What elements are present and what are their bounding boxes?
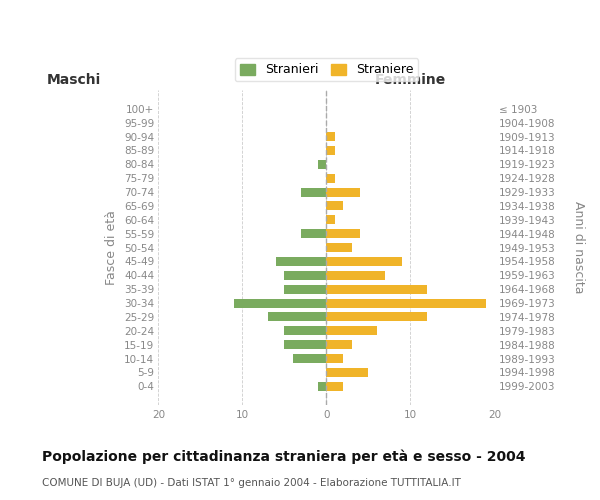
Bar xyxy=(318,382,326,391)
Bar xyxy=(326,340,352,349)
Bar xyxy=(326,202,343,210)
Bar xyxy=(326,284,427,294)
Bar xyxy=(326,312,427,322)
Bar xyxy=(326,382,343,391)
Bar xyxy=(326,188,360,196)
Y-axis label: Anni di nascita: Anni di nascita xyxy=(572,202,585,294)
Text: COMUNE DI BUJA (UD) - Dati ISTAT 1° gennaio 2004 - Elaborazione TUTTITALIA.IT: COMUNE DI BUJA (UD) - Dati ISTAT 1° genn… xyxy=(42,478,461,488)
Bar xyxy=(284,284,326,294)
Text: Femmine: Femmine xyxy=(375,73,446,87)
Bar xyxy=(326,271,385,280)
Text: Popolazione per cittadinanza straniera per età e sesso - 2004: Popolazione per cittadinanza straniera p… xyxy=(42,450,526,464)
Bar xyxy=(301,229,326,238)
Bar xyxy=(326,354,343,363)
Bar xyxy=(293,354,326,363)
Bar xyxy=(326,257,402,266)
Bar xyxy=(326,216,335,224)
Bar xyxy=(326,326,377,336)
Bar xyxy=(326,298,486,308)
Bar xyxy=(326,146,335,155)
Bar xyxy=(301,188,326,196)
Bar xyxy=(276,257,326,266)
Bar xyxy=(326,132,335,141)
Bar xyxy=(284,271,326,280)
Bar xyxy=(268,312,326,322)
Y-axis label: Fasce di età: Fasce di età xyxy=(106,210,118,285)
Bar xyxy=(326,174,335,182)
Bar xyxy=(326,229,360,238)
Legend: Stranieri, Straniere: Stranieri, Straniere xyxy=(235,58,418,82)
Bar xyxy=(326,243,352,252)
Bar xyxy=(318,160,326,169)
Bar xyxy=(284,340,326,349)
Bar xyxy=(234,298,326,308)
Bar xyxy=(326,368,368,377)
Bar xyxy=(284,326,326,336)
Text: Maschi: Maschi xyxy=(47,73,101,87)
